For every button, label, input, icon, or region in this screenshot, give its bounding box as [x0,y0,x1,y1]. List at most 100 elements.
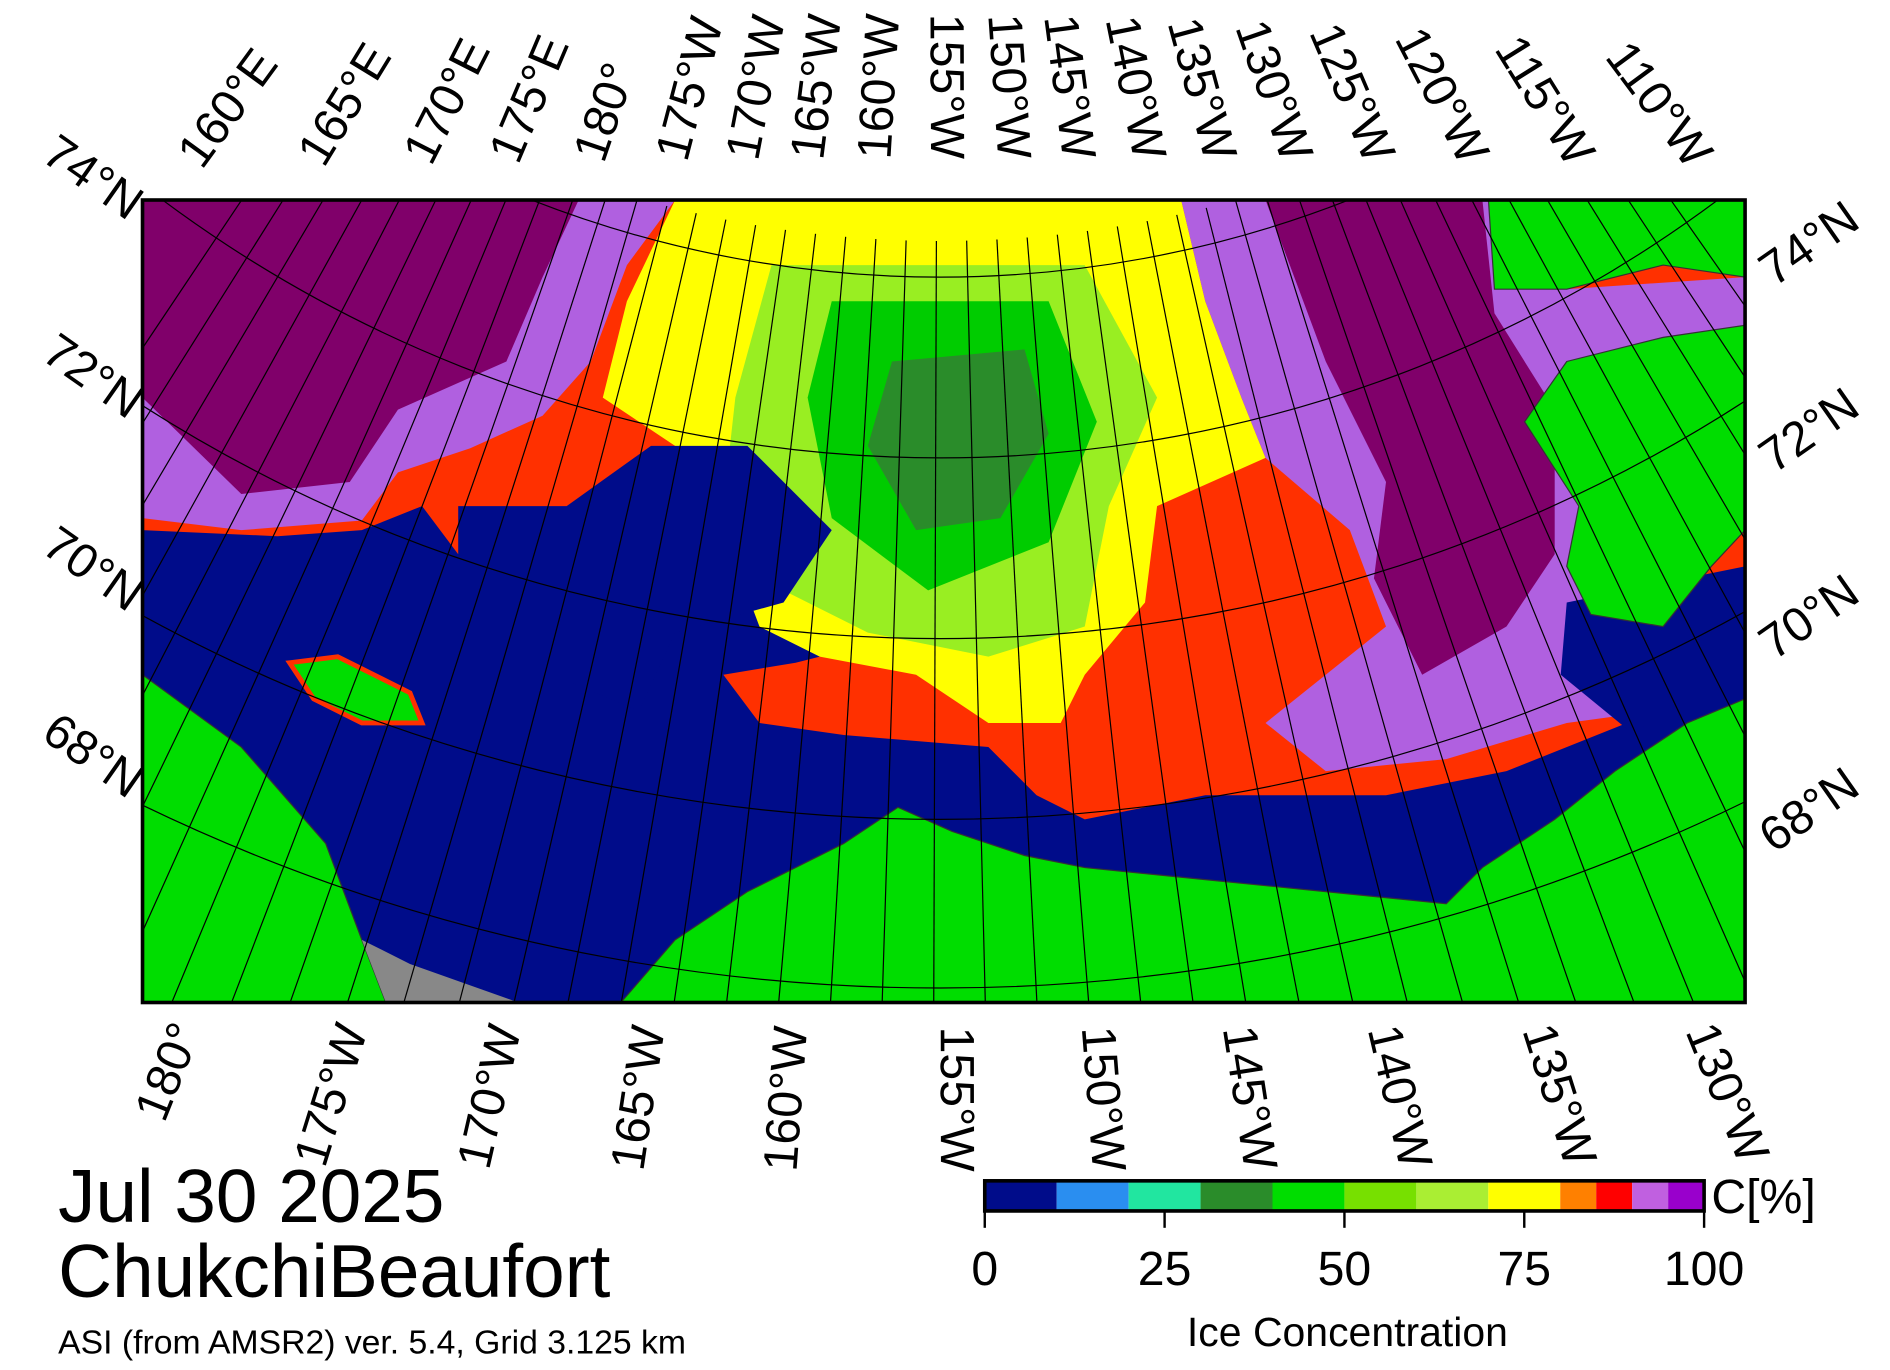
longitude-line [142,200,437,808]
longitude-line [230,200,541,1003]
longitude-line [142,200,472,933]
lat-label-right: 68°N [1749,757,1868,863]
longitude-line [1234,200,1464,1003]
colorbar-bin [1416,1180,1489,1211]
lon-label-top: 115°W [1484,26,1605,175]
lon-label-bottom: 135°W [1512,1017,1607,1172]
longitude-line [513,213,697,1003]
longitude-line [1086,230,1194,1003]
latitude-line [162,200,1719,459]
lon-label-top: 160°W [847,12,910,161]
colorbar-tick-label: 0 [971,1242,998,1296]
longitude-line [142,200,400,697]
colorbar-bin [1200,1180,1273,1211]
longitude-line [725,233,817,1003]
colorbar-bin [984,1180,1057,1211]
lon-label-bottom: 130°W [1675,1015,1780,1170]
longitude-line [1266,200,1520,1003]
longitude-line [1205,207,1408,1003]
lon-label-bottom: 160°W [754,1024,819,1173]
longitude-line [1546,200,1746,541]
lat-label-left: 72°N [33,323,152,429]
longitude-line [171,200,507,1003]
colorbar-unit: C[%] [1711,1170,1815,1224]
colorbar-bin [1128,1180,1201,1211]
longitude-line [673,229,787,1003]
colorbar-bin [1272,1180,1345,1211]
colorbar-bin [1668,1180,1705,1211]
ice-east-full [1265,200,1555,675]
latitude-line [530,200,1350,278]
colorbar-tick-label: 50 [1318,1242,1372,1296]
colorbar-bin [1560,1180,1597,1211]
colorbar-bin [1632,1180,1669,1211]
lon-label-bottom: 180° [124,1015,211,1128]
lat-label-right: 72°N [1749,377,1868,483]
region: ChukchiBeaufort [58,1229,610,1313]
lon-label-bottom: 175°W [284,1017,379,1172]
colorbar: 0 25 50 75 100 [971,1179,1744,1296]
colorbar-frame [982,1179,1706,1213]
lat-label-left: 70°N [33,516,152,622]
lon-label-top: 165°E [287,34,402,175]
land-wrangel [285,654,426,726]
longitude-line [1471,200,1746,738]
colorbar-bin [1596,1180,1633,1211]
lon-label-top: 160°E [167,39,288,177]
lon-label-top: 180° [563,56,646,168]
longitude-line [620,225,757,1003]
longitude-line [1026,237,1090,1003]
land-alaska [620,698,1746,1003]
land-islands [1487,200,1746,290]
ice-35 [867,349,1049,531]
lon-label-top: 155°W [919,14,974,160]
lon-label-bottom: 145°W [1212,1022,1288,1174]
colorbar-title: Ice Concentration [1187,1309,1508,1355]
longitude-line [142,200,363,597]
longitude-line [142,200,284,425]
lon-label-bottom: 155°W [930,1027,984,1173]
lon-label-bottom: 165°W [601,1022,676,1174]
lon-label-bottom: 170°W [447,1019,532,1173]
longitude-line [881,240,907,1003]
longitude-line [403,200,638,1003]
lat-label-left: 74°N [33,124,152,230]
longitude-line [1508,200,1746,635]
longitude-line [289,200,574,1003]
latitude-line [142,399,1746,639]
lon-label-top: 150°W [977,12,1041,161]
lon-label-top: 110°W [1595,31,1723,177]
longitude-line [1146,220,1300,1003]
source: ASI (from AMSR2) ver. 5.4, Grid 3.125 km [58,1324,686,1362]
colorbar-bin [1056,1180,1129,1211]
longitude-line [1399,200,1746,983]
longitude-line [829,239,877,1003]
longitude-line [966,240,986,1003]
latitude-line [142,610,1746,820]
lon-label-top: 145°W [1033,11,1106,163]
longitude-line [346,200,606,1003]
longitude-line [1056,234,1142,1003]
longitude-line [1365,200,1695,1003]
open-water-pocket [458,445,832,711]
date: Jul 30 2025 [58,1154,444,1238]
graticule [142,200,1746,1003]
colorbar-bin [1488,1180,1561,1211]
longitude-line [1298,200,1577,1003]
longitude-line [996,239,1038,1003]
latitude-line [142,800,1746,989]
lon-label-bottom: 150°W [1071,1024,1136,1173]
colorbar-bin [1344,1180,1417,1211]
colorbar-tick-label: 75 [1497,1242,1551,1296]
lat-label-right: 74°N [1749,191,1868,297]
ice-full [142,200,579,495]
longitude-line [933,240,937,1003]
land-banks [1523,324,1746,628]
lat-label-left: 68°N [33,703,152,809]
longitude-line [1586,200,1746,456]
colorbar-tick-label: 25 [1138,1242,1192,1296]
map-frame [140,198,1747,1005]
longitude-line [1331,200,1635,1003]
longitude-line [458,205,668,1003]
